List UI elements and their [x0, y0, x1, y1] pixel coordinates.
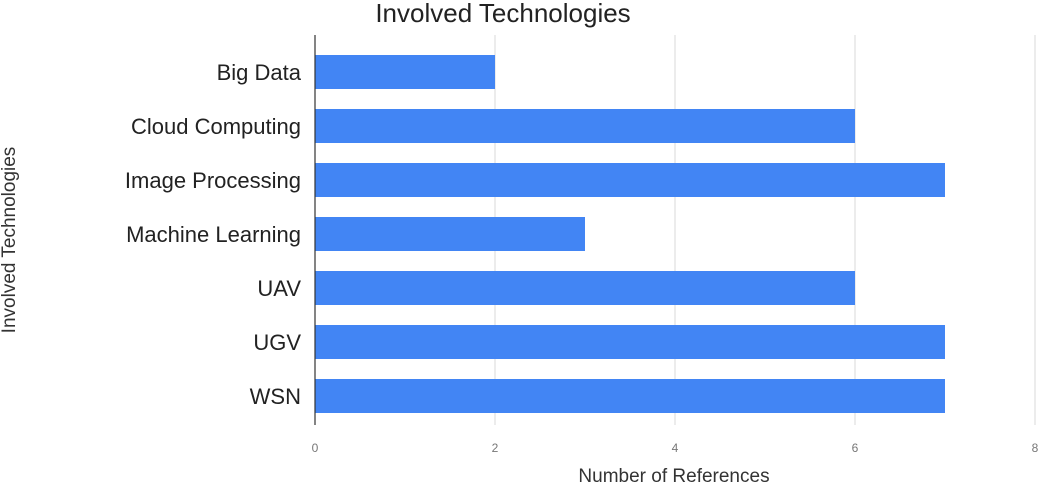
bar-cloud-computing	[315, 109, 855, 143]
x-tick-label: 8	[1032, 441, 1039, 455]
category-label: Machine Learning	[126, 222, 301, 247]
y-axis-title: Involved Technologies	[0, 147, 20, 334]
category-labels: Big Data Cloud Computing Image Processing M…	[125, 60, 302, 409]
category-label: WSN	[250, 384, 301, 409]
bar-ugv	[315, 325, 945, 359]
category-label: Big Data	[217, 60, 302, 85]
bar-big-data	[315, 55, 495, 89]
x-tick-label: 4	[672, 441, 679, 455]
x-tick-label: 2	[492, 441, 499, 455]
x-axis-title: Number of References	[578, 466, 769, 484]
bar-image-processing	[315, 163, 945, 197]
bars	[315, 55, 945, 413]
chart-title: Involved Technologies	[375, 0, 630, 28]
bar-uav	[315, 271, 855, 305]
x-tick-label: 6	[852, 441, 859, 455]
category-label: UGV	[253, 330, 301, 355]
category-label: UAV	[257, 276, 301, 301]
bar-wsn	[315, 379, 945, 413]
category-label: Image Processing	[125, 168, 301, 193]
category-label: Cloud Computing	[131, 114, 301, 139]
x-tick-labels: 0 2 4 6 8	[312, 441, 1039, 455]
x-tick-label: 0	[312, 441, 319, 455]
bar-machine-learning	[315, 217, 585, 251]
